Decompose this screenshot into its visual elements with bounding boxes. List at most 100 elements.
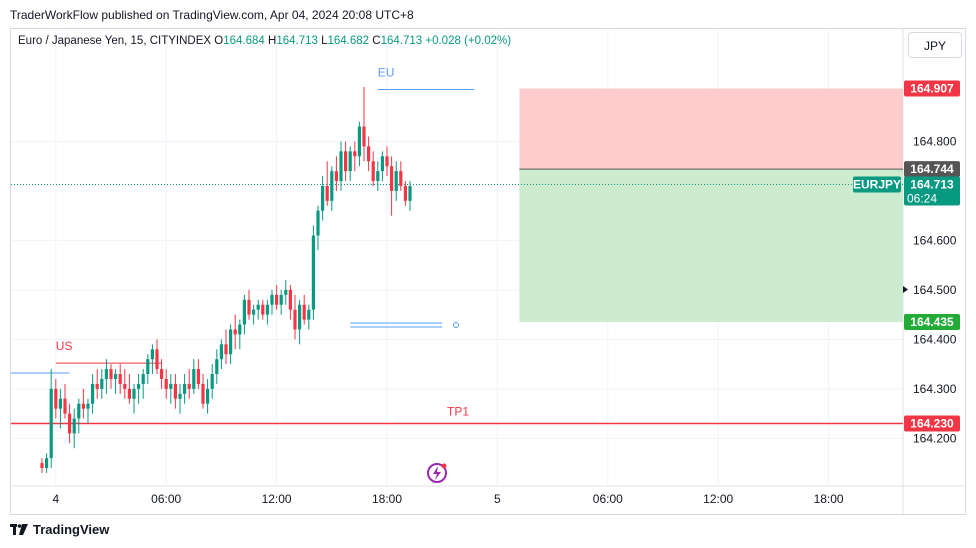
stop-loss-zone[interactable] [519, 88, 903, 170]
candle-body[interactable] [54, 388, 58, 409]
candle-body[interactable] [256, 304, 260, 310]
session-us-label: US [56, 339, 73, 353]
candle-body[interactable] [344, 151, 348, 172]
candle-body[interactable] [63, 398, 67, 414]
candle-body[interactable] [408, 185, 412, 201]
bar-countdown-label: 06:24 [907, 191, 937, 205]
candle-body[interactable] [132, 388, 136, 399]
candle-body[interactable] [242, 299, 246, 325]
candle-body[interactable] [298, 304, 302, 330]
candle-body[interactable] [371, 161, 375, 182]
candle-body[interactable] [192, 369, 196, 389]
candle-body[interactable] [380, 156, 384, 172]
candle-body[interactable] [275, 294, 279, 305]
candle-body[interactable] [238, 324, 242, 335]
candle-body[interactable] [367, 146, 371, 162]
candle-body[interactable] [104, 369, 108, 379]
candle-body[interactable] [403, 185, 407, 201]
candle-body[interactable] [150, 349, 154, 360]
candle-body[interactable] [330, 171, 334, 201]
candle-body[interactable] [95, 383, 99, 389]
candle-body[interactable] [45, 458, 49, 469]
candle-body[interactable] [362, 126, 366, 147]
symbol-tag-box [853, 176, 901, 193]
session-eu-label: EU [378, 65, 395, 79]
candle-body[interactable] [173, 383, 177, 399]
candle-body[interactable] [229, 329, 233, 355]
candle-body[interactable] [390, 166, 394, 191]
candle-body[interactable] [311, 235, 315, 310]
candle-body[interactable] [394, 171, 398, 191]
candle-body[interactable] [224, 344, 228, 355]
bolt-icon[interactable] [427, 463, 447, 483]
price-axis-label: 164.907 [910, 82, 954, 96]
candle-body[interactable] [187, 383, 191, 389]
candle-body[interactable] [348, 151, 352, 172]
candle-body[interactable] [206, 388, 210, 404]
candle-body[interactable] [270, 294, 274, 305]
currency-button[interactable]: JPY [908, 32, 962, 58]
candle-body[interactable] [233, 329, 237, 335]
candle-body[interactable] [123, 383, 127, 389]
candle-body[interactable] [279, 294, 283, 305]
candle-body[interactable] [215, 359, 219, 375]
candle-body[interactable] [118, 374, 122, 384]
take-profit-zone[interactable] [519, 169, 903, 323]
candle-body[interactable] [127, 388, 131, 399]
candle-body[interactable] [210, 374, 214, 389]
symbol-description: Euro / Japanese Yen, 15, CITYINDEX [18, 35, 212, 47]
candle-body[interactable] [137, 383, 141, 389]
candle-body[interactable] [219, 344, 223, 360]
price-axis-label-box [904, 314, 960, 331]
candle-body[interactable] [316, 210, 320, 236]
candle-body[interactable] [91, 383, 95, 404]
bolt-badge-icon [441, 463, 447, 469]
candle-body[interactable] [357, 126, 361, 157]
candle-body[interactable] [49, 388, 53, 459]
candle-body[interactable] [339, 151, 343, 182]
candle-body[interactable] [114, 374, 118, 379]
candle-body[interactable] [178, 393, 182, 399]
candle-body[interactable] [100, 378, 104, 389]
candle-body[interactable] [399, 171, 403, 186]
tradingview-logo-icon [10, 523, 28, 535]
candle-body[interactable] [155, 349, 159, 370]
candle-body[interactable] [86, 403, 90, 409]
candle-body[interactable] [302, 304, 306, 320]
candle-body[interactable] [146, 359, 150, 375]
candle-body[interactable] [58, 398, 62, 409]
candle-body[interactable] [247, 299, 251, 315]
candle-body[interactable] [307, 309, 311, 320]
candle-body[interactable] [284, 289, 288, 295]
candle-body[interactable] [385, 156, 389, 167]
candle-body[interactable] [265, 304, 269, 315]
candle-body[interactable] [169, 383, 173, 389]
candle-body[interactable] [334, 171, 338, 182]
candle-body[interactable] [196, 369, 200, 384]
candle-body[interactable] [261, 304, 265, 315]
candle-body[interactable] [160, 369, 164, 379]
candle-body[interactable] [164, 378, 168, 389]
candle-body[interactable] [293, 309, 297, 330]
candle-body[interactable] [321, 185, 325, 211]
price-axis-label: 164.230 [910, 417, 954, 431]
candle-body[interactable] [77, 403, 81, 419]
candle-body[interactable] [141, 374, 145, 384]
candle-body[interactable] [183, 383, 187, 394]
candle-body[interactable] [288, 289, 292, 310]
candle-body[interactable] [252, 309, 256, 315]
candle-body[interactable] [40, 463, 44, 469]
chart-frame [10, 28, 966, 515]
candle-body[interactable] [376, 171, 380, 182]
candle-body[interactable] [72, 418, 76, 434]
price-axis-label-box [904, 415, 960, 432]
candle-body[interactable] [109, 369, 113, 379]
candle-body[interactable] [201, 383, 205, 404]
candle-body[interactable] [325, 185, 329, 201]
time-tick-label: 5 [494, 492, 501, 506]
candle-body[interactable] [81, 403, 85, 409]
candle-body[interactable] [353, 151, 357, 157]
line-handle-icon[interactable] [453, 322, 459, 329]
candle-body[interactable] [68, 413, 72, 434]
